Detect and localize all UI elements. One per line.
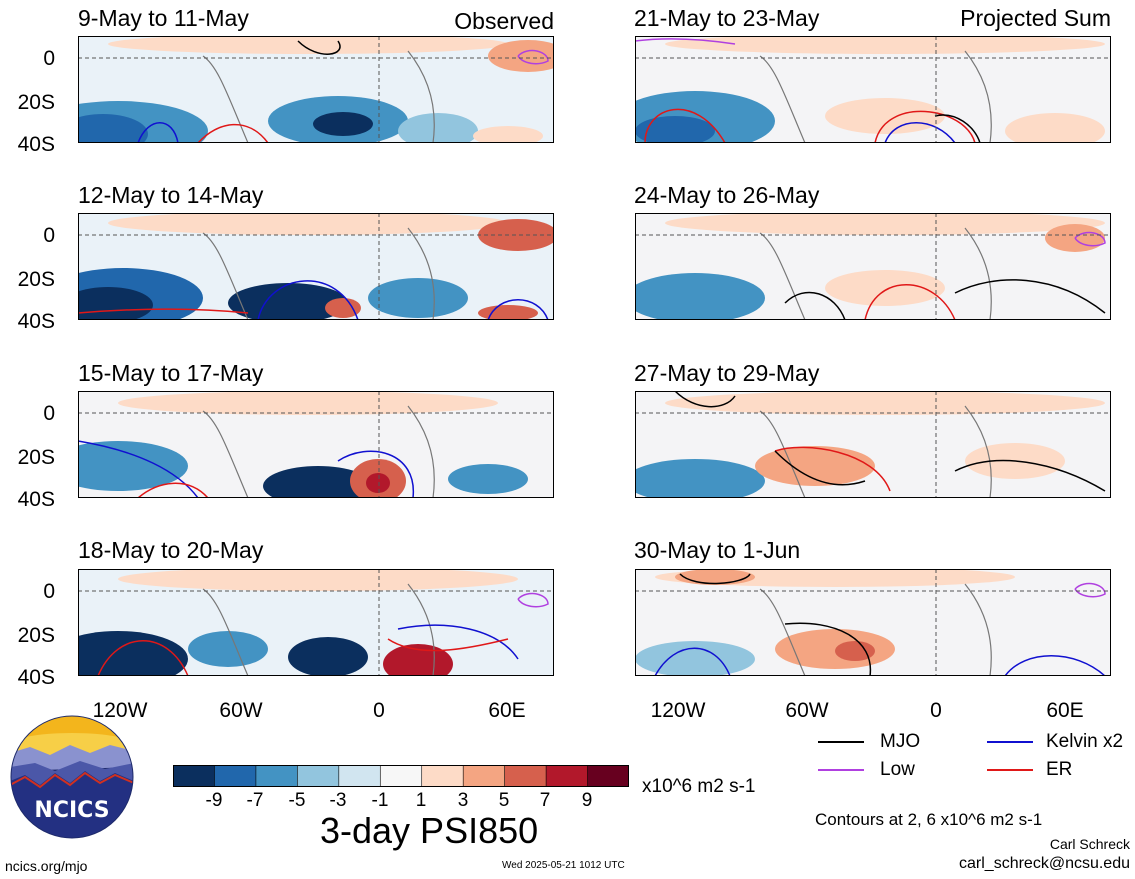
panel-title-6: 24-May to 26-May [634,182,820,208]
colorbar-label-neg9: -9 [205,790,223,811]
colorbar-label-7: 7 [539,790,551,811]
legend-er-label: ER [1046,759,1073,780]
timestamp: Wed 2025-05-21 1012 UTC [502,860,625,871]
legend-er-line [987,769,1033,771]
map-panel-5 [635,36,1111,143]
colorbar-label-neg7: -7 [246,790,264,811]
y-tick-40s: 40S [17,133,55,156]
map-panel-4 [78,569,554,676]
panel-title-1: 9-May to 11-May [78,5,249,31]
map-panel-8 [635,569,1111,676]
colorbar-label-neg1: -1 [371,790,389,811]
colorbar-cell [379,765,423,787]
colorbar-label-3: 3 [457,790,469,811]
colorbar-label-5: 5 [498,790,510,811]
y-tick-20s: 20S [17,268,55,291]
figure-title: 3-day PSI850 [320,810,539,851]
map-panel-6 [635,213,1111,320]
x-tick-0: 0 [930,699,942,722]
x-tick-60w: 60W [785,699,829,722]
map-panel-1 [78,36,554,143]
colorbar-cell [297,765,340,787]
colorbar-cell [338,765,382,787]
x-tick-60e: 60E [488,699,526,722]
y-tick-0: 0 [43,224,55,247]
legend-low-line [818,769,864,771]
y-tick-40s: 40S [17,310,55,333]
y-tick-0: 0 [43,580,55,603]
map-panel-2 [78,213,554,320]
y-tick-20s: 20S [17,624,55,647]
x-tick-60w: 60W [219,699,263,722]
panel-title-2: 12-May to 14-May [78,182,264,208]
author-name: Carl Schreck [1049,836,1130,852]
colorbar-cell [504,765,547,787]
x-tick-120w: 120W [92,699,148,722]
colorbar-cell [255,765,299,787]
panel-title-5: 21-May to 23-May [634,5,820,31]
author-email: carl_schreck@ncsu.edu [959,855,1130,872]
colorbar-label-neg3: -3 [329,790,347,811]
panel-tag-observed: Observed [454,8,554,34]
colorbar-units: x10^6 m2 s-1 [642,776,756,797]
map-panel-7 [635,391,1111,498]
panel-title-4: 18-May to 20-May [78,537,264,563]
panel-title-7: 27-May to 29-May [634,360,820,386]
y-tick-0: 0 [43,402,55,425]
colorbar [173,765,629,787]
panel-title-3: 15-May to 17-May [78,360,264,386]
y-tick-20s: 20S [17,91,55,114]
legend-low-label: Low [880,759,915,780]
colorbar-cell [462,765,506,787]
legend-mjo-line [818,741,864,743]
legend-mjo-label: MJO [880,731,921,752]
colorbar-cell [214,765,257,787]
legend-kelvin-line [987,741,1033,743]
y-tick-40s: 40S [17,488,55,511]
x-tick-60e: 60E [1046,699,1084,722]
y-tick-0: 0 [43,47,55,70]
y-tick-40s: 40S [17,666,55,689]
contours-note: Contours at 2, 6 x10^6 m2 s-1 [815,810,1043,829]
colorbar-cell [173,765,216,787]
colorbar-label-neg5: -5 [288,790,306,811]
x-tick-120w: 120W [650,699,706,722]
colorbar-cell [421,765,464,787]
panel-tag-projected: Projected Sum [960,5,1111,31]
ncics-logo: NCICS [10,715,134,839]
colorbar-label-9: 9 [581,790,593,811]
colorbar-cell [545,765,589,787]
map-panel-3 [78,391,554,498]
y-tick-20s: 20S [17,446,55,469]
logo-text: NCICS [34,798,109,823]
colorbar-label-1: 1 [415,790,427,811]
colorbar-cell [587,765,629,787]
x-tick-0: 0 [373,699,385,722]
site-url[interactable]: ncics.org/mjo [5,858,88,874]
panel-title-8: 30-May to 1-Jun [634,537,801,563]
legend-kelvin-label: Kelvin x2 [1046,731,1124,752]
